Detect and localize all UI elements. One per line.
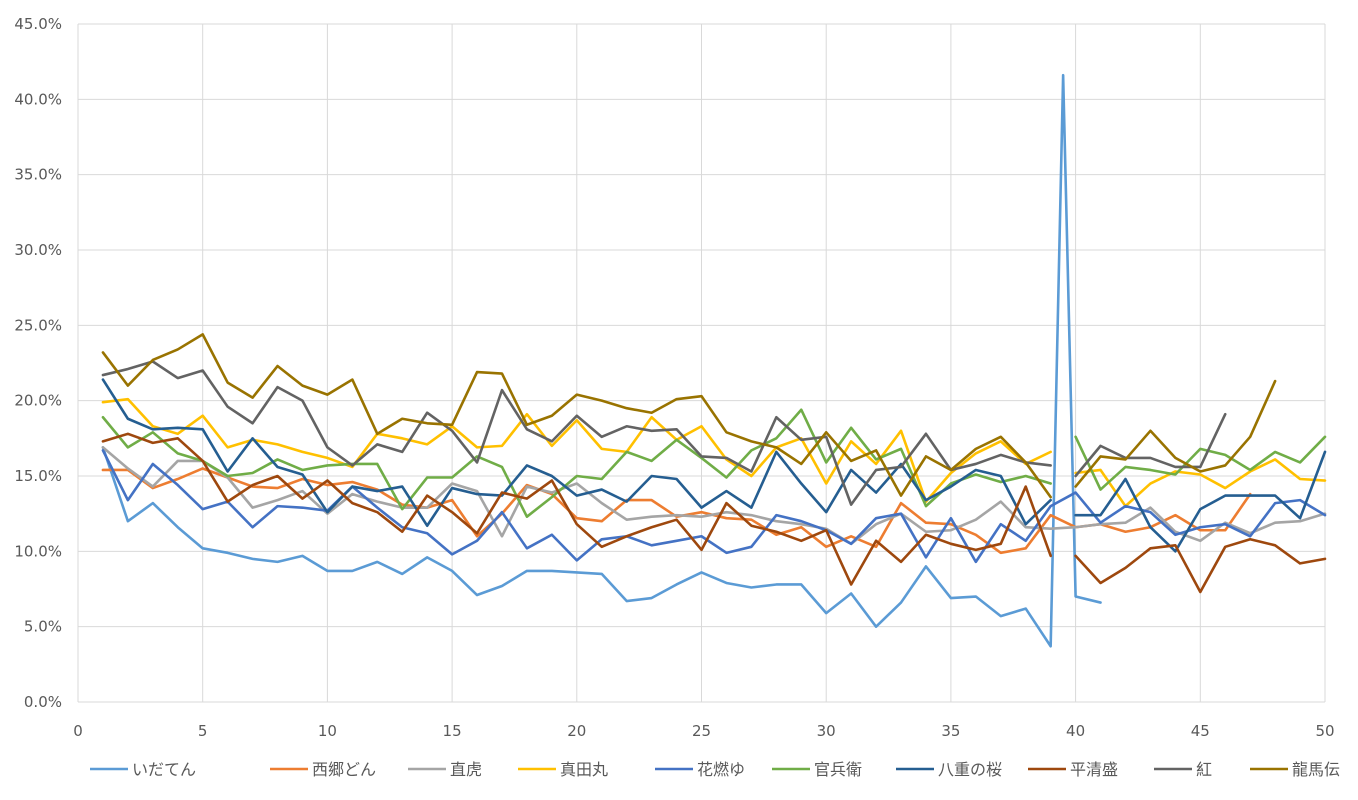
legend-entry: いだてん bbox=[90, 760, 196, 779]
axes bbox=[77, 24, 1325, 703]
x-tick-label: 15 bbox=[443, 722, 462, 740]
legend-label: 官兵衛 bbox=[814, 760, 862, 779]
x-tick-label: 50 bbox=[1315, 722, 1334, 740]
y-tick-label: 35.0% bbox=[14, 166, 62, 184]
legend-label: 龍馬伝 bbox=[1292, 760, 1340, 779]
legend-entry: 平清盛 bbox=[1028, 760, 1118, 779]
legend-entry: 官兵衛 bbox=[772, 760, 862, 779]
legend-entry: 紅 bbox=[1154, 760, 1212, 779]
data-series bbox=[101, 73, 1327, 648]
legend-label: 直虎 bbox=[450, 760, 482, 779]
legend: いだてん 西郷どん 直虎 真田丸 花燃ゆ 官兵衛 八重の桜 平清盛 紅 龍馬伝 bbox=[90, 760, 1340, 779]
y-tick-label: 15.0% bbox=[14, 467, 62, 485]
legend-label: 紅 bbox=[1196, 760, 1212, 779]
series-line-1 bbox=[101, 467, 1252, 555]
legend-entry: 八重の桜 bbox=[896, 760, 1002, 779]
x-tick-label: 40 bbox=[1066, 722, 1085, 740]
series-line-9 bbox=[101, 333, 1277, 499]
legend-label: 平清盛 bbox=[1070, 760, 1118, 779]
series-line-3 bbox=[101, 397, 1327, 508]
series-line-8 bbox=[101, 360, 1227, 506]
legend-entry: 直虎 bbox=[408, 760, 482, 779]
y-tick-label: 45.0% bbox=[14, 15, 62, 33]
series-line-7 bbox=[101, 432, 1327, 594]
legend-entry: 花燃ゆ bbox=[655, 760, 745, 779]
y-axis-tick-labels: 0.0% 5.0% 10.0% 15.0% 20.0% 25.0% 30.0% 35.0% 40… bbox=[14, 15, 62, 711]
x-tick-label: 45 bbox=[1191, 722, 1210, 740]
x-tick-label: 20 bbox=[567, 722, 586, 740]
y-tick-label: 40.0% bbox=[14, 90, 62, 108]
x-tick-label: 10 bbox=[318, 722, 337, 740]
y-tick-label: 30.0% bbox=[14, 241, 62, 259]
y-tick-label: 0.0% bbox=[24, 693, 62, 711]
series-line-5 bbox=[101, 408, 1327, 518]
x-tick-label: 5 bbox=[198, 722, 208, 740]
y-tick-label: 20.0% bbox=[14, 392, 62, 410]
legend-label: 花燃ゆ bbox=[697, 760, 745, 779]
series-line-6 bbox=[101, 378, 1327, 553]
legend-label: 西郷どん bbox=[312, 760, 376, 779]
legend-entry: 真田丸 bbox=[518, 760, 608, 779]
legend-entry: 西郷どん bbox=[270, 760, 376, 779]
series-line-4 bbox=[101, 449, 1327, 564]
legend-label: 真田丸 bbox=[560, 760, 608, 779]
x-tick-label: 30 bbox=[817, 722, 836, 740]
x-tick-label: 35 bbox=[941, 722, 960, 740]
y-tick-label: 10.0% bbox=[14, 542, 62, 560]
series-line-0 bbox=[101, 73, 1102, 648]
legend-label: 八重の桜 bbox=[938, 760, 1002, 779]
legend-entry: 龍馬伝 bbox=[1250, 760, 1340, 779]
grid-lines bbox=[78, 23, 1326, 702]
x-tick-label: 0 bbox=[73, 722, 83, 740]
y-tick-label: 25.0% bbox=[14, 316, 62, 334]
x-tick-label: 25 bbox=[692, 722, 711, 740]
y-tick-label: 5.0% bbox=[24, 618, 62, 636]
x-axis-tick-labels: 0 5 10 15 20 25 30 35 40 45 50 bbox=[73, 722, 1334, 740]
legend-label: いだてん bbox=[132, 760, 196, 779]
